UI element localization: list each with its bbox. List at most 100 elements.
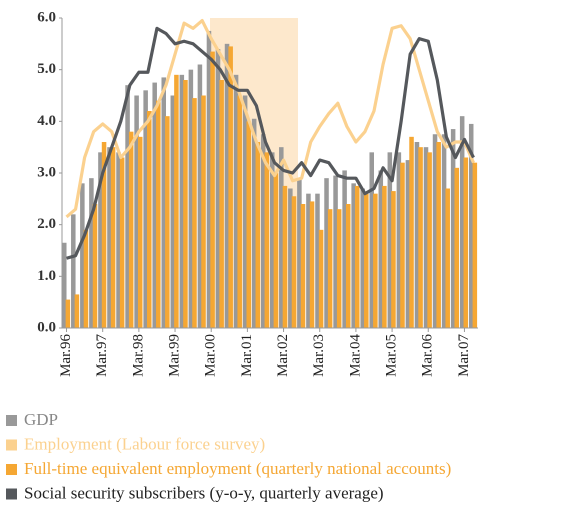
bar (306, 193, 311, 328)
bar (355, 185, 360, 328)
bar (242, 95, 248, 328)
x-tick-label: Mar.05 (384, 334, 400, 377)
bar (107, 147, 112, 328)
bar (80, 183, 85, 328)
bar (382, 185, 387, 328)
bar (288, 188, 293, 328)
bar (74, 294, 80, 328)
bar (264, 152, 270, 328)
bar (98, 152, 103, 328)
bar (445, 188, 450, 328)
bar (206, 30, 212, 329)
bar (143, 90, 148, 328)
bar (300, 204, 306, 328)
bar (255, 142, 261, 328)
bar (251, 118, 257, 328)
bar (369, 152, 374, 328)
legend-label: Social security subscribers (y-o-y, quar… (24, 483, 384, 502)
x-tick-label: Mar.01 (239, 334, 255, 377)
bar (324, 178, 329, 328)
bar (246, 121, 252, 328)
y-tick-label: 6.0 (37, 9, 56, 25)
bar (228, 46, 233, 329)
bar (333, 175, 338, 328)
bar (192, 98, 197, 328)
legend-swatch (6, 415, 17, 426)
bar (459, 116, 465, 329)
bar (92, 204, 98, 328)
bar (432, 134, 438, 328)
bar (441, 134, 447, 328)
x-tick-label: Mar.97 (94, 334, 110, 377)
line (66, 26, 475, 260)
bar (101, 142, 107, 328)
x-tick-label: Mar.00 (203, 334, 219, 377)
y-tick-label: 5.0 (37, 61, 56, 77)
bar (183, 80, 188, 328)
bar (147, 111, 152, 328)
bar (156, 100, 161, 329)
bar (391, 191, 396, 328)
bar (210, 51, 215, 328)
bar (309, 201, 315, 328)
bar (282, 185, 288, 328)
bar (179, 74, 185, 328)
bar (110, 147, 116, 328)
x-tick-label: Mar.98 (130, 334, 146, 377)
bar (318, 229, 324, 328)
bar (327, 209, 333, 328)
bar (237, 95, 242, 328)
bar (116, 152, 121, 328)
bar (279, 147, 284, 328)
bar (219, 80, 224, 328)
bar (174, 74, 179, 328)
bar (270, 152, 275, 328)
bar (418, 147, 423, 328)
x-tick-label: Mar.02 (275, 334, 291, 377)
bar (233, 74, 239, 328)
bar (427, 152, 432, 328)
y-tick-label: 2.0 (37, 216, 56, 232)
bar (297, 178, 302, 328)
bar (215, 49, 221, 328)
bar (360, 188, 365, 328)
bar (260, 134, 266, 328)
bar (119, 157, 125, 328)
bar (125, 85, 130, 329)
bar (165, 116, 170, 329)
bar (89, 178, 94, 328)
bar (373, 193, 378, 328)
bar (62, 242, 67, 328)
bar (336, 209, 342, 328)
bar (472, 162, 478, 328)
bar (315, 193, 320, 328)
y-tick-label: 3.0 (37, 164, 56, 180)
bar (387, 152, 393, 328)
x-tick-label: Mar.99 (166, 334, 182, 377)
bar (351, 183, 356, 328)
bar (137, 136, 143, 328)
bar (400, 162, 405, 328)
bar (152, 82, 157, 328)
bar (414, 142, 420, 328)
legend-swatch (6, 464, 17, 475)
x-tick-label: Mar.07 (456, 334, 472, 377)
bar (342, 170, 347, 328)
y-tick-label: 1.0 (37, 268, 56, 284)
y-tick-label: 4.0 (37, 113, 56, 129)
bar (188, 69, 194, 329)
bar (405, 160, 411, 328)
bar (454, 167, 460, 328)
bar (71, 214, 76, 328)
bar (170, 95, 176, 328)
legend-label: Employment (Labour force survey) (24, 434, 265, 453)
legend-label: GDP (24, 410, 58, 429)
x-tick-label: Mar.96 (58, 334, 74, 377)
bar (378, 170, 384, 328)
legend-swatch (6, 439, 17, 451)
bar (197, 64, 203, 328)
bar (273, 173, 279, 328)
bar (128, 131, 134, 328)
x-tick-label: Mar.06 (420, 334, 436, 377)
